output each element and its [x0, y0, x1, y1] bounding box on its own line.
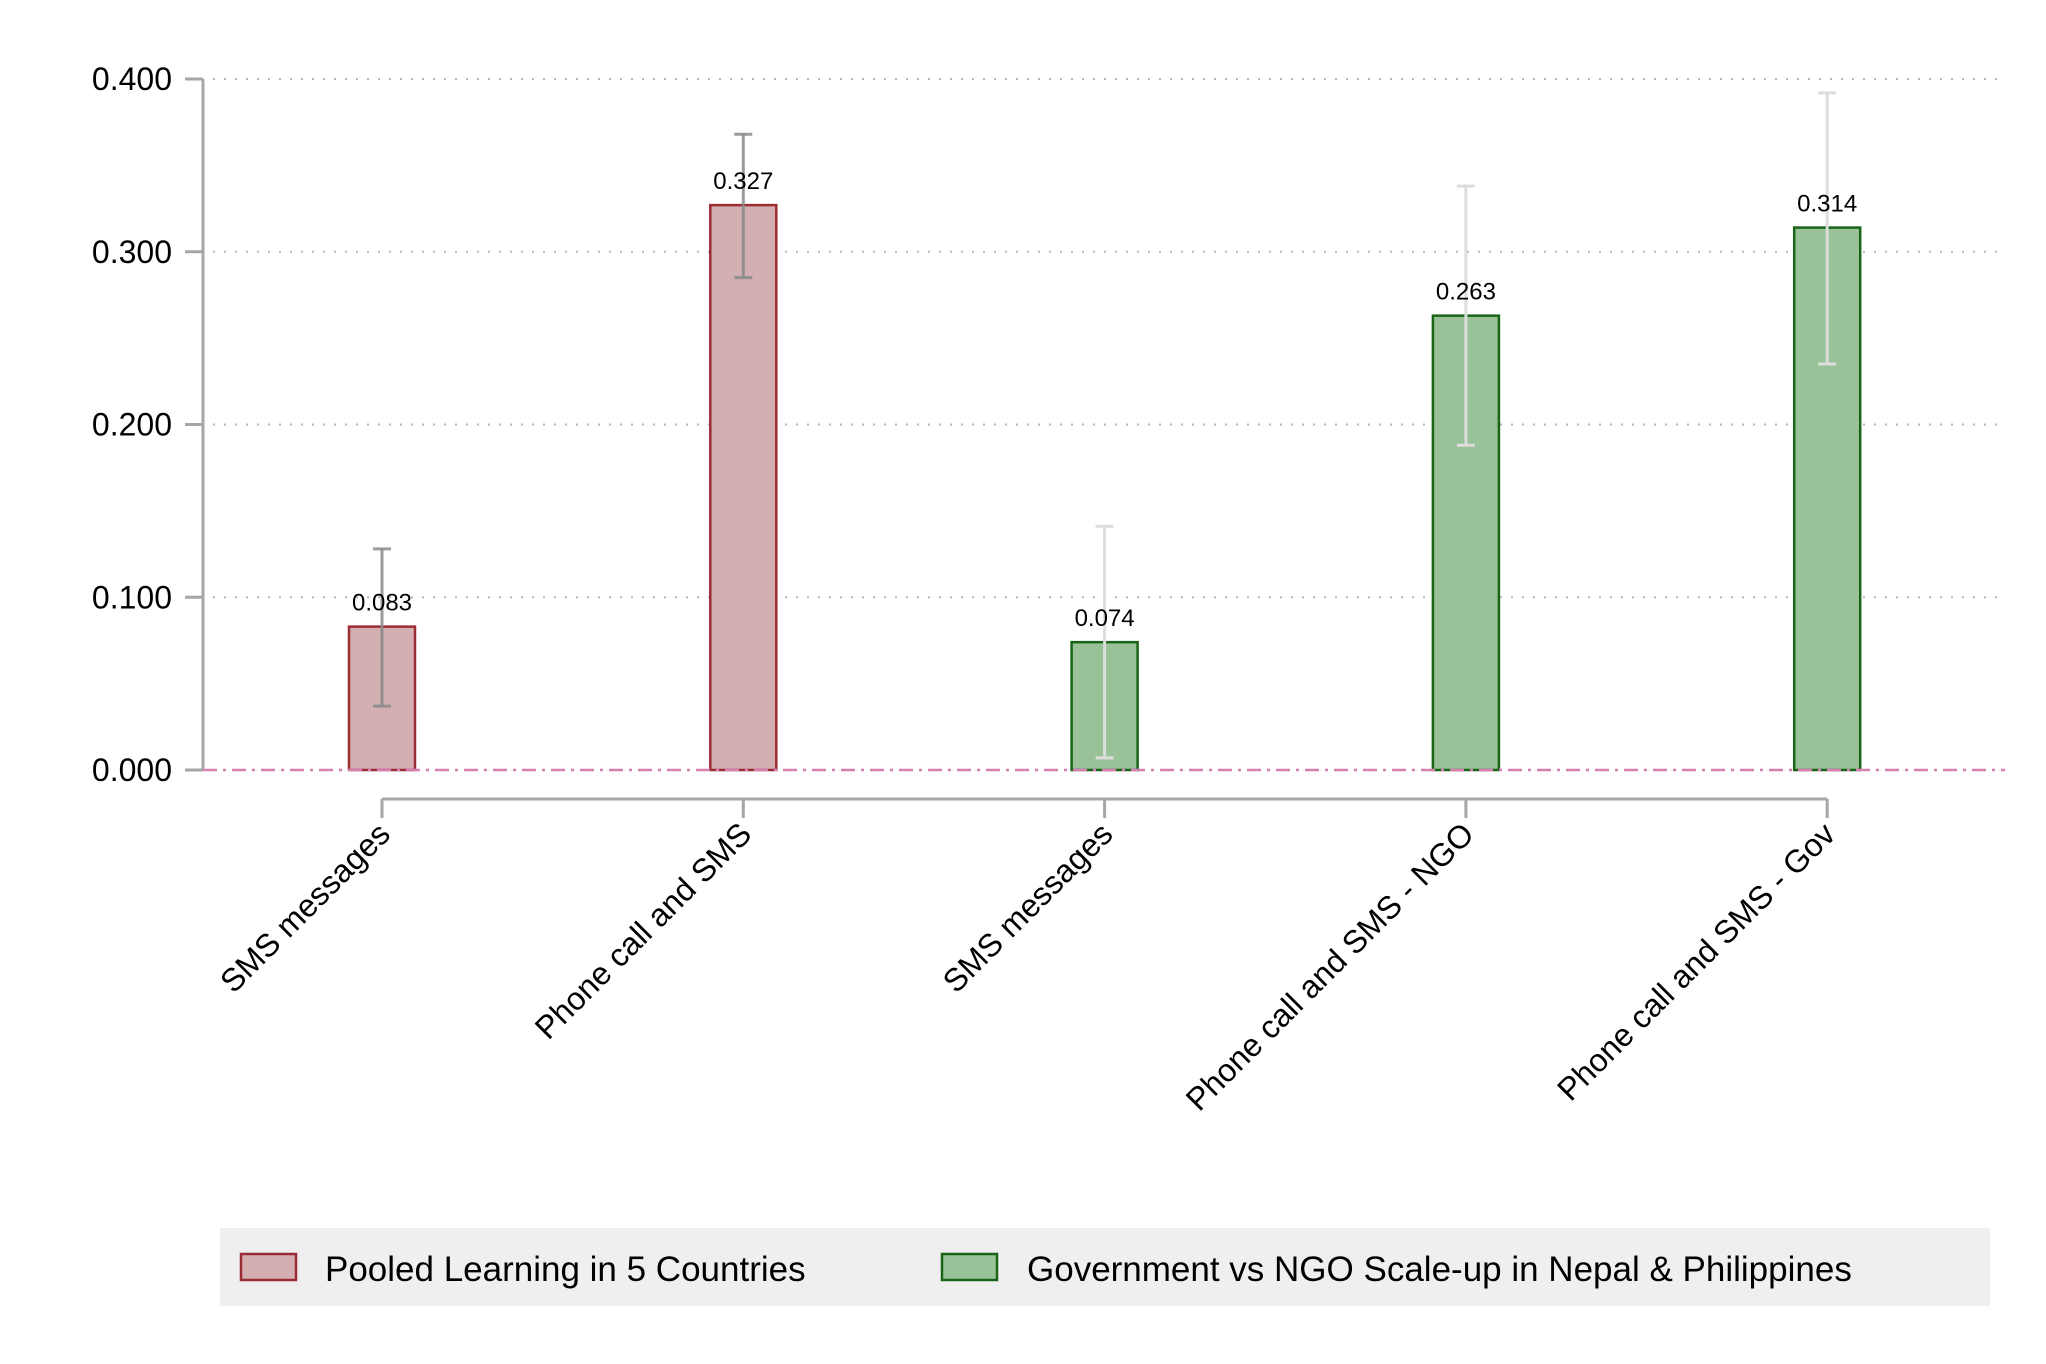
x-tick-label: Phone call and SMS - NGO [1179, 815, 1481, 1117]
bar [709, 203, 778, 772]
data-label: 0.327 [713, 168, 773, 195]
x-axis: SMS messages Phone call and SMS SMS messag… [213, 797, 1842, 1118]
y-tick-label: 0.200 [92, 407, 172, 443]
data-label: 0.074 [1075, 605, 1135, 632]
legend-label-gov-ngo: Government vs NGO Scale-up in Nepal & Ph… [1027, 1250, 1852, 1289]
x-tick-label: SMS messages [213, 815, 397, 999]
x-tick-label: Phone call and SMS - Gov [1550, 815, 1842, 1107]
legend: Pooled Learning in 5 Countries Governmen… [220, 1228, 1990, 1306]
y-axis-ticks: 0.000 0.100 0.200 0.300 0.400 [92, 61, 203, 788]
y-tick-label: 0.000 [92, 752, 172, 788]
legend-swatch-pooled [239, 1252, 298, 1282]
data-label: 0.314 [1797, 191, 1857, 218]
y-tick-label: 0.300 [92, 234, 172, 270]
y-tick-label: 0.100 [92, 579, 172, 615]
x-tick-label: Phone call and SMS [528, 815, 758, 1045]
legend-label-pooled: Pooled Learning in 5 Countries [325, 1250, 806, 1289]
data-label: 0.083 [352, 590, 412, 617]
legend-swatch-gov-ngo [940, 1252, 999, 1282]
legend-background [220, 1228, 1990, 1306]
bars: 0.083 0.327 0.074 0.263 0.314 [347, 91, 1862, 772]
y-tick-label: 0.400 [92, 61, 172, 97]
gridlines [213, 78, 2005, 599]
x-tick-label: SMS messages [936, 815, 1120, 999]
data-label: 0.263 [1436, 279, 1496, 306]
